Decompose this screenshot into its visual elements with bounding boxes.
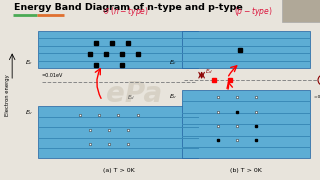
Text: $E_c$: $E_c$ xyxy=(169,58,178,67)
Text: =0.01 - 0.05 eV: =0.01 - 0.05 eV xyxy=(314,95,320,99)
Text: ePa: ePa xyxy=(106,80,163,108)
Text: Electron energy: Electron energy xyxy=(5,75,11,116)
Bar xyxy=(38,106,198,158)
Text: Energy Band Diagram of n-type and p-type: Energy Band Diagram of n-type and p-type xyxy=(14,3,242,12)
Bar xyxy=(182,31,310,68)
Bar xyxy=(182,90,310,158)
Text: $E_a$: $E_a$ xyxy=(319,76,320,85)
Bar xyxy=(38,31,198,68)
Text: $E_d$: $E_d$ xyxy=(127,93,135,102)
Text: (b) T > 0K: (b) T > 0K xyxy=(230,168,262,173)
Bar xyxy=(282,0,320,22)
Text: (a) T > 0K: (a) T > 0K xyxy=(102,168,134,173)
Text: $E_v$: $E_v$ xyxy=(25,108,34,117)
Text: $(p-type)$: $(p-type)$ xyxy=(234,5,272,18)
Text: =0.01eV: =0.01eV xyxy=(42,73,63,78)
Text: $\circlearrowleft(n-type)$: $\circlearrowleft(n-type)$ xyxy=(101,5,149,18)
Text: $E_v$: $E_v$ xyxy=(169,92,178,101)
Text: $E_d$: $E_d$ xyxy=(205,67,213,76)
Text: $E_c$: $E_c$ xyxy=(25,58,34,67)
